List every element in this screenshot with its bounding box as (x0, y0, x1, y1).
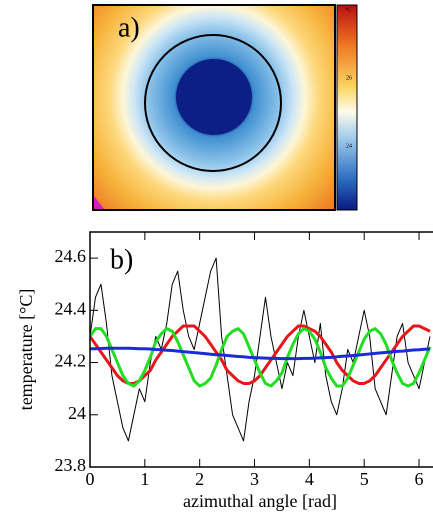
x-tick-label: 2 (195, 469, 204, 489)
colorbar-tick: 24 (346, 143, 352, 149)
axes-frame (89, 231, 433, 468)
series-line (90, 346, 431, 361)
x-tick-label: 4 (305, 469, 314, 489)
colorbar (336, 4, 358, 211)
colorbar-tick: 26 (346, 75, 352, 81)
ring (144, 34, 282, 172)
y-tick-label: 23.8 (55, 455, 87, 475)
x-tick-label: 3 (250, 469, 259, 489)
plot: 23.8 24 24.2 24.4 24.6 0 1 2 3 4 5 6 b) azimuthal ang… (16, 231, 433, 511)
corner-patch (94, 196, 104, 209)
x-tick-label: 6 (415, 469, 424, 489)
core (176, 59, 252, 135)
panel-label: a) (118, 12, 140, 43)
thermal-image: a) °C 26 24 (92, 4, 358, 211)
y-axis-label: temperature [°C] (16, 289, 36, 411)
y-tick-label: 24 (68, 403, 86, 423)
x-tick-label: 1 (140, 469, 149, 489)
x-tick-label: 0 (86, 469, 95, 489)
series-line (90, 257, 431, 442)
y-tick-label: 24.2 (55, 351, 87, 371)
annotation: b) (110, 244, 133, 275)
colorbar-unit: °C (345, 6, 351, 13)
x-tick-label: 5 (360, 469, 369, 489)
y-tick-label: 24.4 (55, 298, 87, 318)
x-axis-label: azimuthal angle [rad] (183, 491, 337, 511)
series-line (90, 327, 432, 388)
y-tick-label: 24.6 (55, 246, 87, 266)
